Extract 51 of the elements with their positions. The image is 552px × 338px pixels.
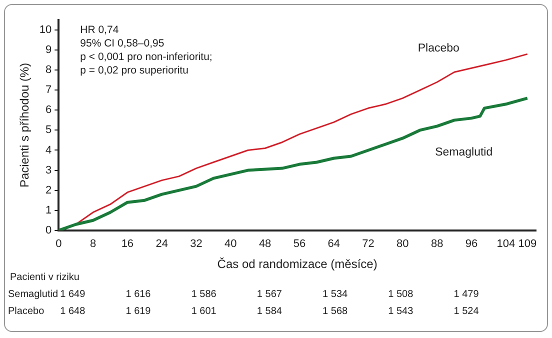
- x-tick-label: 56: [293, 238, 306, 250]
- x-tick-label: 8: [90, 238, 96, 250]
- text: 1 619: [126, 306, 152, 318]
- text: 1 508: [388, 289, 414, 300]
- text: Semaglutid: [8, 289, 58, 300]
- y-tick-label: 3: [46, 164, 52, 176]
- y-axis-title: Pacienti s příhodou (%): [18, 62, 32, 188]
- y-tick-label: 8: [46, 64, 52, 76]
- y-tick-label: 6: [46, 104, 52, 116]
- series-label: Semaglutid: [435, 146, 493, 158]
- x-tick-label: 72: [362, 238, 374, 250]
- text: Placebo: [8, 306, 44, 318]
- x-tick-label: 24: [156, 238, 168, 250]
- y-tick-label: 10: [39, 24, 52, 36]
- text: 1 586: [191, 289, 217, 300]
- text: 1 568: [322, 306, 348, 318]
- y-tick-label: 1: [46, 204, 52, 216]
- annotation: HR 0,74: [80, 24, 119, 36]
- y-tick-label: 9: [46, 44, 52, 56]
- text: 1 524: [454, 306, 480, 318]
- x-tick-label: 48: [258, 238, 272, 250]
- annotation: 95% CI 0,58–0,95: [80, 37, 164, 50]
- text: 1 649: [60, 289, 86, 300]
- text: 1 648: [60, 306, 86, 318]
- y-tick-label: 0: [46, 224, 52, 236]
- x-tick-label: 88: [430, 238, 444, 250]
- x-tick-label: 32: [190, 238, 202, 250]
- text: 1 567: [256, 289, 282, 300]
- x-tick-label: 104: [496, 238, 516, 250]
- x-tick-label: 96: [465, 238, 478, 250]
- y-tick-label: 4: [46, 144, 52, 156]
- x-tick-label: 40: [224, 238, 237, 250]
- annotation: p = 0,02 pro superioritu: [80, 64, 189, 76]
- x-tick-label: 64: [328, 238, 340, 250]
- text: 1 479: [454, 289, 480, 300]
- y-tick-label: 2: [46, 184, 52, 196]
- y-tick-label: 7: [46, 84, 52, 96]
- text: 1 534: [322, 289, 348, 300]
- text: 1 601: [191, 306, 217, 318]
- x-tick-label: 109: [518, 238, 537, 250]
- x-tick-label: 0: [56, 238, 62, 250]
- x-axis-title: Čas od randomizace (měsíce): [217, 257, 378, 272]
- y-tick-label: 5: [46, 124, 52, 136]
- text: 1 584: [256, 306, 282, 318]
- annotation: p < 0,001 pro non-inferioritu;: [80, 50, 212, 63]
- series-label: Placebo: [418, 42, 460, 54]
- text: Pacienti v riziku: [10, 272, 80, 284]
- text: 1 616: [126, 289, 152, 300]
- x-tick-label: 80: [396, 238, 409, 250]
- text: 1 543: [388, 306, 414, 318]
- x-tick-label: 16: [121, 238, 134, 250]
